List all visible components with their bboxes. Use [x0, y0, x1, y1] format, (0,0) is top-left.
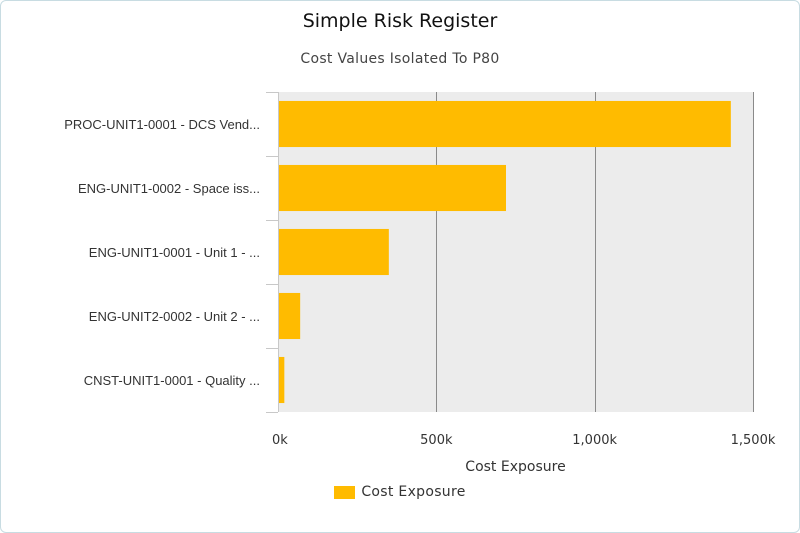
x-tick-label-3: 1,500k — [731, 433, 776, 448]
category-label-3: ENG-UNIT2-0002 - Unit 2 - ... — [89, 309, 260, 324]
x-axis-title: Cost Exposure — [465, 459, 565, 475]
category-label-4: CNST-UNIT1-0001 - Quality ... — [84, 373, 260, 388]
x-tick-label-0: 0k — [272, 433, 288, 448]
chart-title: Simple Risk Register — [302, 10, 498, 32]
category-label-2: ENG-UNIT1-0001 - Unit 1 - ... — [89, 245, 260, 260]
bar-2[interactable] — [279, 228, 389, 276]
category-label-0: PROC-UNIT1-0001 - DCS Vend... — [64, 117, 260, 132]
x-tick-label-2: 1,000k — [572, 433, 617, 448]
legend[interactable]: Cost Exposure — [0, 484, 800, 500]
bar-4[interactable] — [279, 356, 285, 404]
x-tick-label-1: 500k — [420, 433, 453, 448]
category-label-1: ENG-UNIT1-0002 - Space iss... — [78, 181, 260, 196]
chart-subtitle: Cost Values Isolated To P80 — [300, 51, 500, 67]
bar-0[interactable] — [279, 100, 731, 148]
legend-swatch-cost-exposure[interactable] — [334, 485, 356, 499]
bar-3[interactable] — [279, 292, 301, 340]
bar-1[interactable] — [279, 164, 506, 212]
legend-label-cost-exposure[interactable]: Cost Exposure — [361, 484, 466, 500]
